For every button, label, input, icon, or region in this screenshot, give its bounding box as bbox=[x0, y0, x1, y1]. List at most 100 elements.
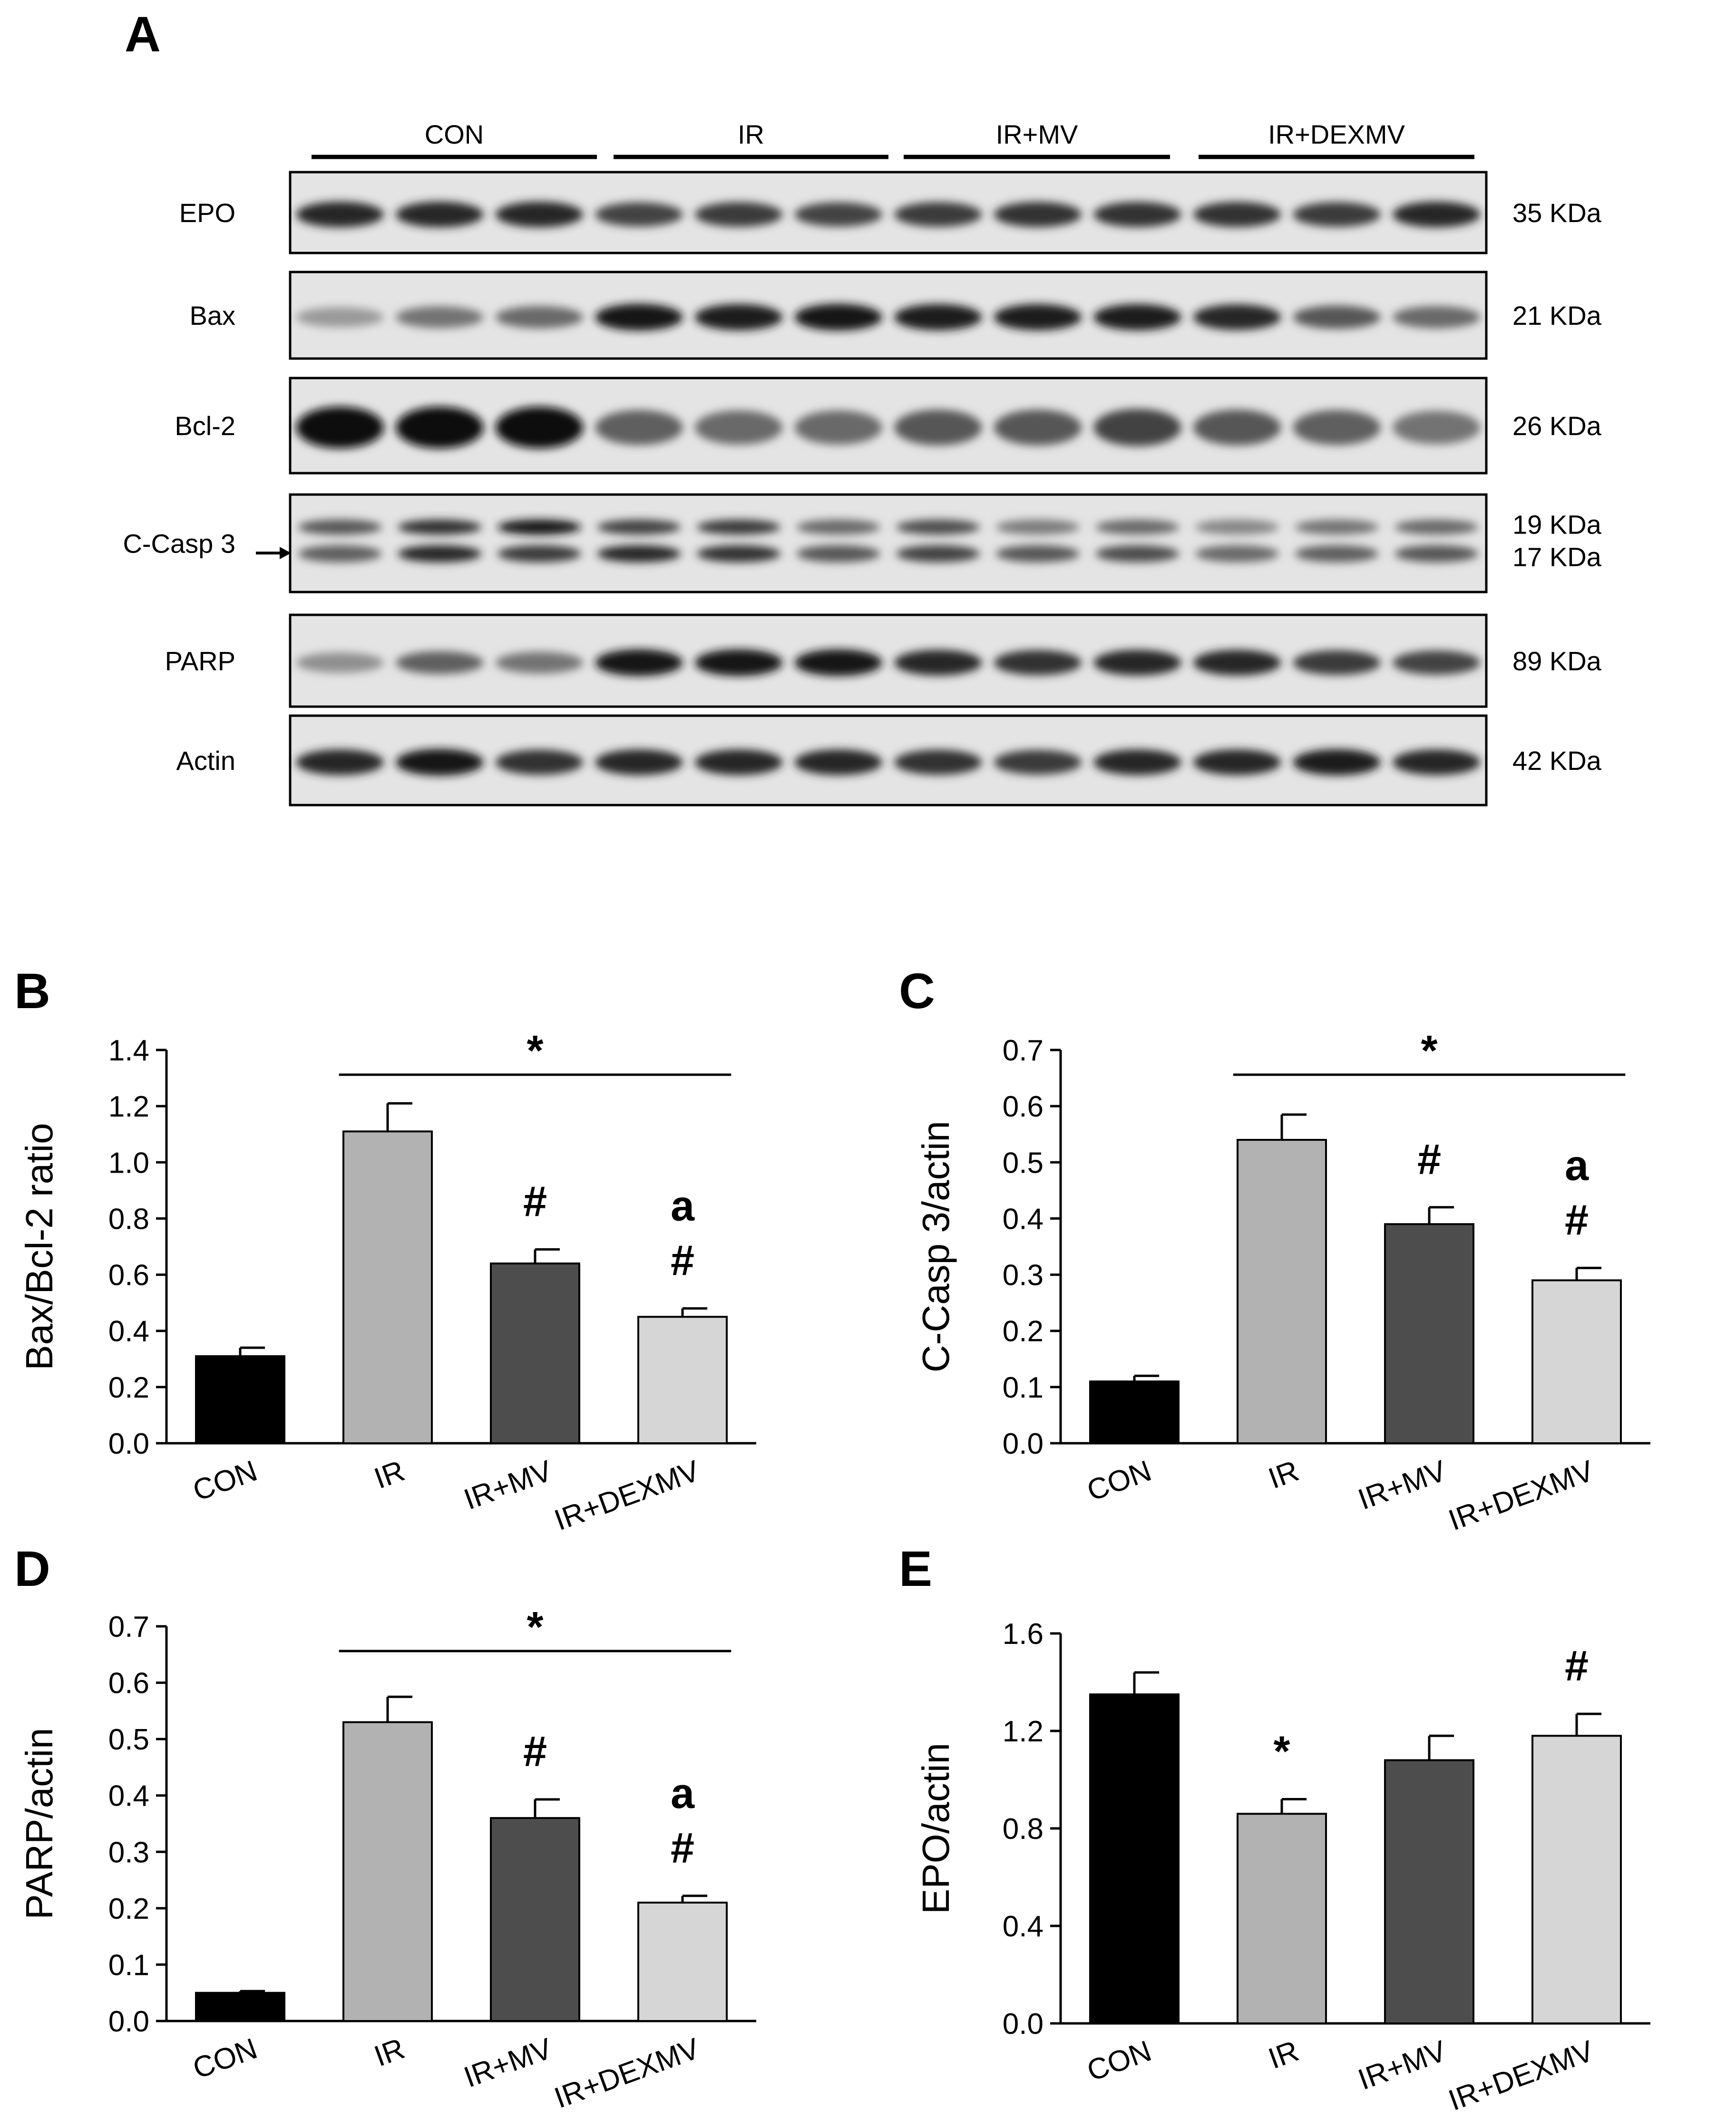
band bbox=[595, 410, 683, 445]
band bbox=[994, 750, 1082, 775]
band bbox=[1295, 519, 1379, 535]
category-label: IR+DEXMV bbox=[1444, 1454, 1599, 1537]
y-tick-label: 1.6 bbox=[1003, 1618, 1044, 1651]
category-label: IR+MV bbox=[460, 1454, 557, 1516]
group-headers: CON IR IR+MV IR+DEXMV bbox=[312, 119, 1474, 159]
band bbox=[1195, 519, 1279, 535]
significance-mark: # bbox=[523, 1178, 547, 1225]
size-label: 21 KDa bbox=[1512, 301, 1602, 330]
category-label: CON bbox=[189, 1454, 262, 1507]
band bbox=[298, 519, 382, 535]
bar bbox=[637, 1902, 728, 2022]
protein-label: Bax bbox=[190, 301, 236, 330]
blot-strip bbox=[289, 271, 1488, 360]
significance-mark: # bbox=[671, 1825, 694, 1872]
significance-mark: # bbox=[1565, 1196, 1589, 1244]
band bbox=[296, 652, 384, 673]
y-tick-label: 0.1 bbox=[108, 1949, 149, 1982]
panel-letter: E bbox=[899, 1541, 932, 1597]
band bbox=[694, 749, 783, 776]
band bbox=[1093, 202, 1181, 227]
blot-strip bbox=[289, 493, 1488, 593]
band bbox=[1093, 650, 1181, 676]
band bbox=[1093, 304, 1181, 330]
blot-row: PARP 89 KDa bbox=[165, 613, 1602, 708]
y-axis-label: EPO/actin bbox=[915, 1743, 957, 1914]
band bbox=[694, 202, 783, 227]
y-tick-label: 0.8 bbox=[1003, 1813, 1044, 1846]
category-label: IR bbox=[370, 1454, 409, 1495]
blot-row: Actin 42 KDa bbox=[176, 714, 1602, 807]
bar bbox=[637, 1316, 728, 1444]
y-tick-label: 0.2 bbox=[108, 1371, 149, 1404]
arrow-icon bbox=[256, 547, 291, 559]
y-tick-label: 1.0 bbox=[108, 1147, 149, 1179]
y-tick-label: 0.7 bbox=[1003, 1034, 1044, 1067]
blot-row: Bax 21 KDa bbox=[190, 271, 1602, 360]
band bbox=[894, 202, 982, 227]
bar bbox=[342, 1130, 433, 1444]
band bbox=[597, 545, 681, 563]
significance-mark: a bbox=[671, 1770, 695, 1817]
band bbox=[296, 749, 384, 776]
protein-label: Actin bbox=[176, 746, 236, 776]
band bbox=[495, 749, 584, 775]
band bbox=[1293, 749, 1381, 776]
band bbox=[595, 303, 683, 331]
chart-b: B 0.0 0.2 0.4 0.6 0.8 1.0 1.2 1.4 Bax/Bcl-2 ratio… bbox=[14, 963, 756, 1537]
bar bbox=[490, 1817, 580, 2022]
band bbox=[796, 545, 880, 563]
band bbox=[694, 304, 783, 330]
blot-strip bbox=[289, 613, 1488, 708]
band bbox=[298, 545, 382, 563]
y-tick-label: 0.0 bbox=[1003, 2008, 1044, 2041]
bracket-label: * bbox=[1421, 1027, 1437, 1075]
band bbox=[497, 545, 581, 563]
size-label: 17 KDa bbox=[1512, 542, 1602, 572]
band bbox=[595, 649, 683, 676]
significance-mark: # bbox=[1417, 1136, 1441, 1184]
category-label: IR+DEXMV bbox=[1444, 2034, 1599, 2117]
band bbox=[1193, 304, 1281, 330]
size-label: 19 KDa bbox=[1512, 510, 1602, 540]
y-tick-label: 0.8 bbox=[108, 1203, 149, 1235]
band bbox=[697, 545, 781, 563]
category-label: IR bbox=[370, 2032, 409, 2073]
bar bbox=[1531, 1735, 1622, 2024]
band bbox=[1195, 545, 1279, 563]
band bbox=[894, 304, 982, 330]
chart-c: C 0.0 0.1 0.2 0.3 0.4 0.5 0.6 0.7 C-Casp 3/actin C… bbox=[899, 963, 1650, 1537]
blot-strip bbox=[289, 714, 1488, 807]
y-tick-label: 0.7 bbox=[108, 1611, 149, 1643]
band bbox=[794, 749, 882, 776]
protein-label: C-Casp 3 bbox=[123, 529, 235, 559]
band bbox=[296, 201, 384, 228]
y-axis-label: Bax/Bcl-2 ratio bbox=[18, 1123, 60, 1370]
band bbox=[1193, 650, 1281, 676]
bar bbox=[1089, 1380, 1180, 1445]
category-label: CON bbox=[189, 2032, 262, 2085]
band bbox=[794, 303, 882, 331]
bar bbox=[1237, 1813, 1327, 2024]
band bbox=[1293, 305, 1381, 329]
band bbox=[894, 749, 982, 775]
band bbox=[398, 545, 482, 563]
y-tick-label: 0.6 bbox=[1003, 1090, 1044, 1123]
band bbox=[1392, 651, 1481, 675]
category-label: IR+MV bbox=[1354, 1454, 1451, 1516]
band bbox=[595, 202, 683, 227]
blot-row: EPO 35 KDa bbox=[179, 171, 1602, 254]
panel-letter-a: A bbox=[125, 7, 161, 62]
y-tick-label: 1.2 bbox=[1003, 1715, 1044, 1748]
y-tick-label: 0.0 bbox=[108, 2005, 149, 2038]
band bbox=[1193, 749, 1281, 776]
significance-mark: a bbox=[1565, 1142, 1589, 1189]
category-label: CON bbox=[1083, 1454, 1156, 1507]
band bbox=[1093, 749, 1181, 776]
band bbox=[396, 651, 484, 674]
y-tick-label: 0.2 bbox=[1003, 1315, 1044, 1348]
bar bbox=[1237, 1139, 1327, 1444]
band bbox=[296, 307, 384, 327]
band bbox=[697, 519, 781, 535]
band bbox=[994, 650, 1082, 676]
